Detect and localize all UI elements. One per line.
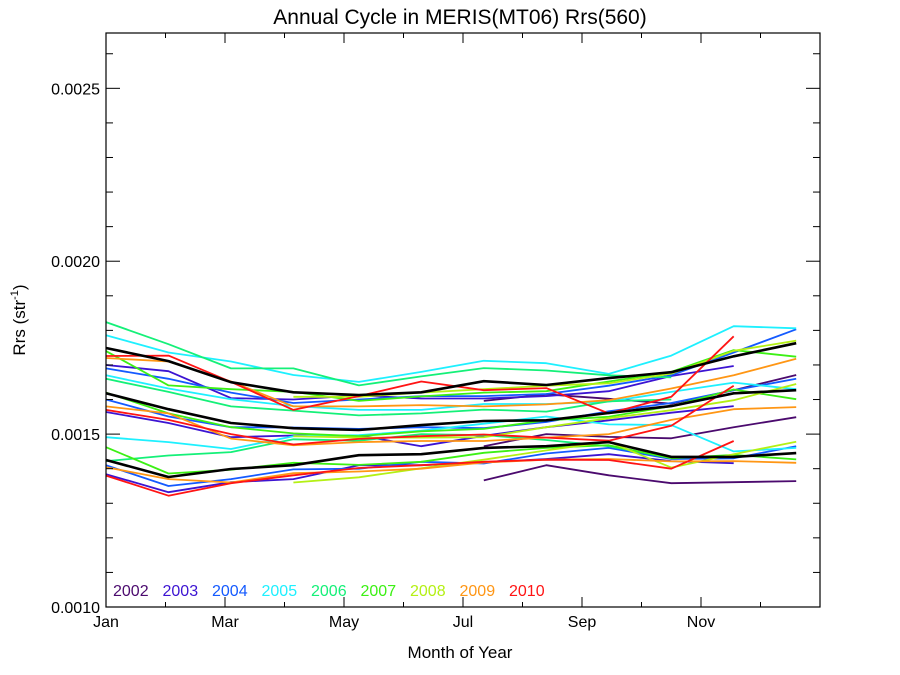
x-tick-label: Nov — [687, 614, 715, 631]
legend-item-2005: 2005 — [262, 583, 298, 600]
x-axis-title: Month of Year — [408, 643, 513, 662]
series-line-2010-lower — [105, 440, 735, 497]
legend-item-2009: 2009 — [460, 583, 496, 600]
series-line-2006-upper — [105, 321, 672, 387]
plot-frame — [105, 32, 821, 608]
series-line-2005-upper — [105, 325, 797, 383]
series-line-2004-upper — [105, 328, 797, 404]
x-tick-label: Sep — [568, 614, 597, 631]
series-line-climatology-lower — [105, 440, 797, 479]
y-tick-label: 0.0020 — [51, 254, 100, 271]
x-tick-label: Mar — [211, 614, 239, 631]
legend-item-2008: 2008 — [410, 583, 446, 600]
legend-item-2010: 2010 — [509, 583, 545, 600]
chart-title: Annual Cycle in MERIS(MT06) Rrs(560) — [273, 6, 646, 29]
legend-item-2003: 2003 — [163, 583, 199, 600]
series-line-2009-lower — [105, 458, 797, 484]
x-tick-label: Jan — [93, 614, 119, 631]
series-line-2010-upper — [105, 335, 735, 415]
x-tick-label: May — [329, 614, 359, 631]
series-line-2008-lower — [293, 440, 797, 484]
x-tick-label: Jul — [453, 614, 473, 631]
y-tick-label: 0.0010 — [51, 600, 100, 617]
series-line-climatology-mean — [105, 388, 797, 432]
legend-item-2004: 2004 — [212, 583, 248, 600]
y-axis-title-sup: -1 — [9, 290, 21, 300]
ticks-layer: Jan Mar May Jul Sep Nov 0.0010 0.0015 0.0020 0.00… — [51, 33, 820, 631]
series-line-2002-mean — [483, 416, 797, 448]
series-line-2003-mean — [105, 405, 734, 448]
legend-item-2006: 2006 — [311, 583, 347, 600]
series-line-2003-upper — [105, 364, 734, 401]
y-tick-label: 0.0025 — [51, 81, 100, 98]
series-line-2005-lower — [105, 415, 797, 453]
series-line-2002-lower — [483, 464, 797, 485]
legend-item-2007: 2007 — [361, 583, 397, 600]
series-layer — [105, 321, 797, 497]
legend: 2002 2003 2004 2005 2006 2007 2008 2009 2010 — [113, 583, 545, 600]
legend-item-2002: 2002 — [113, 583, 149, 600]
series-line-climatology-upper — [105, 341, 797, 397]
series-line-2010-mean — [105, 384, 735, 446]
y-axis-title: Rrs (str-1) — [9, 284, 29, 355]
series-line-2005-mean — [105, 374, 797, 411]
series-line-2006-mean — [105, 377, 672, 417]
y-tick-label: 0.0015 — [51, 427, 100, 444]
